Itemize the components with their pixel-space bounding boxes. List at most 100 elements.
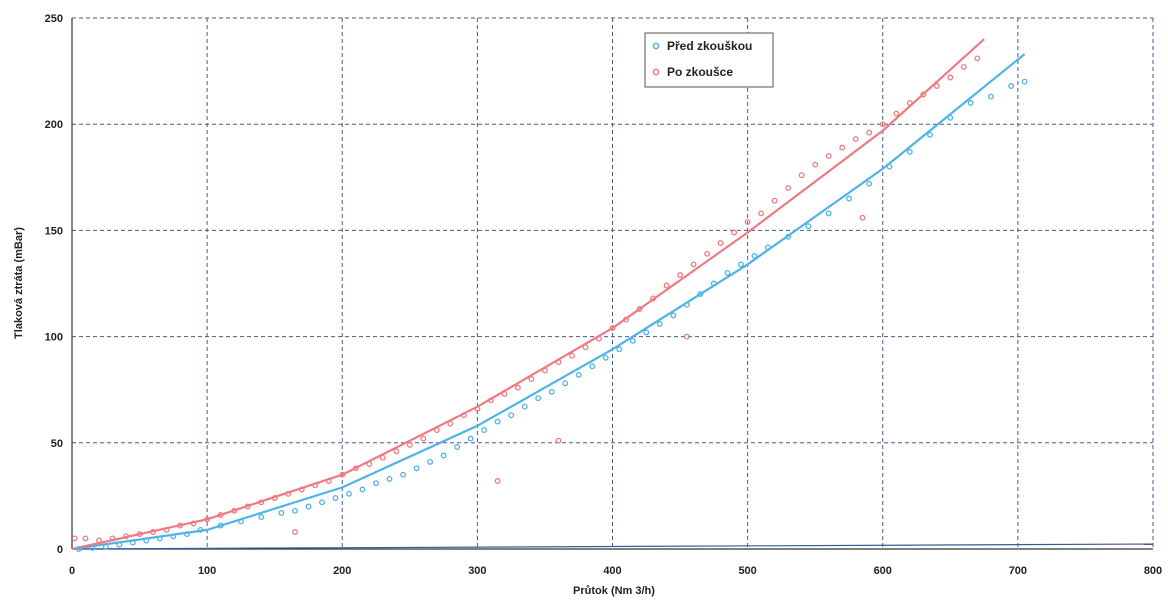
data-point-series-1 xyxy=(521,403,528,410)
data-point-series-1 xyxy=(494,418,501,425)
data-point-series-2 xyxy=(339,471,346,478)
legend-marker-series-2 xyxy=(652,68,660,76)
data-point-series-2 xyxy=(71,535,78,542)
data-point-series-2 xyxy=(190,520,197,527)
data-point-series-2 xyxy=(501,390,508,397)
data-point-series-2 xyxy=(859,214,866,221)
data-points xyxy=(71,55,1028,552)
legend: Před zkouškou Po zkoušce xyxy=(644,32,774,88)
y-tick-label: 250 xyxy=(45,13,63,25)
data-point-series-1 xyxy=(737,261,744,268)
data-point-series-2 xyxy=(528,376,535,383)
data-point-series-2 xyxy=(623,316,629,323)
data-point-series-1 xyxy=(413,465,420,472)
data-point-series-2 xyxy=(744,218,751,225)
data-point-series-1 xyxy=(846,195,852,202)
data-point-series-1 xyxy=(1008,83,1015,89)
data-point-series-2 xyxy=(650,295,656,302)
data-point-series-2 xyxy=(285,490,292,497)
legend-label-series-1: Před zkouškou xyxy=(667,39,752,53)
data-point-series-2 xyxy=(352,465,359,472)
data-point-series-2 xyxy=(636,306,643,312)
data-point-series-2 xyxy=(460,412,467,419)
data-point-series-2 xyxy=(960,63,967,70)
data-point-series-2 xyxy=(393,448,400,455)
y-tick-label: 50 xyxy=(51,438,63,450)
data-point-series-2 xyxy=(163,526,170,533)
y-axis-title: Tlaková ztráta (mBar) xyxy=(13,227,25,339)
data-point-series-2 xyxy=(433,427,440,434)
data-point-series-2 xyxy=(812,161,819,168)
data-point-series-1 xyxy=(346,490,352,497)
data-point-series-2 xyxy=(514,384,521,391)
data-point-series-2 xyxy=(292,529,298,535)
data-point-series-1 xyxy=(886,163,893,170)
data-point-series-2 xyxy=(582,344,589,351)
data-point-series-1 xyxy=(670,312,677,319)
data-point-series-1 xyxy=(562,380,569,387)
data-point-series-1 xyxy=(237,518,244,525)
data-point-series-2 xyxy=(447,420,454,427)
data-point-series-2 xyxy=(555,437,562,444)
data-point-series-1 xyxy=(508,412,515,419)
data-point-series-2 xyxy=(677,272,684,278)
data-point-series-2 xyxy=(150,529,157,535)
data-point-series-1 xyxy=(292,507,298,514)
data-point-series-2 xyxy=(852,136,859,143)
data-point-series-1 xyxy=(217,522,224,529)
data-point-series-1 xyxy=(643,329,650,336)
data-point-series-2 xyxy=(690,261,697,268)
data-point-series-2 xyxy=(217,512,224,518)
data-point-series-2 xyxy=(683,333,690,340)
data-point-series-1 xyxy=(710,280,717,287)
data-point-series-1 xyxy=(724,269,731,276)
data-point-series-1 xyxy=(170,533,177,540)
x-tick-label: 100 xyxy=(198,565,216,577)
data-point-series-2 xyxy=(379,454,386,461)
data-point-series-1 xyxy=(751,252,758,259)
data-point-series-2 xyxy=(258,499,265,506)
fit-line-series-1 xyxy=(71,53,1026,551)
data-point-series-1 xyxy=(785,233,792,240)
data-point-series-1 xyxy=(764,244,771,251)
data-point-series-1 xyxy=(400,471,407,478)
data-point-series-2 xyxy=(798,172,805,179)
data-point-series-1 xyxy=(319,499,325,506)
data-point-series-2 xyxy=(474,405,481,412)
data-point-series-1 xyxy=(987,93,994,100)
data-point-series-2 xyxy=(204,516,211,523)
data-point-series-2 xyxy=(704,250,711,257)
data-point-series-2 xyxy=(906,100,913,106)
data-point-series-1 xyxy=(102,543,109,550)
data-point-series-2 xyxy=(663,282,670,289)
data-point-series-2 xyxy=(406,441,413,448)
data-point-series-1 xyxy=(866,180,873,187)
data-point-series-1 xyxy=(332,495,339,501)
data-point-series-1 xyxy=(589,363,596,370)
x-tick-label: 700 xyxy=(1009,565,1027,577)
data-point-series-2 xyxy=(541,367,548,374)
data-point-series-1 xyxy=(373,480,379,487)
x-tick-label: 300 xyxy=(468,565,486,577)
data-point-series-1 xyxy=(143,537,150,544)
data-point-series-1 xyxy=(825,210,832,217)
data-point-series-1 xyxy=(967,100,974,106)
data-point-series-1 xyxy=(927,131,933,138)
zero-baseline xyxy=(71,543,1154,550)
data-point-series-2 xyxy=(420,435,427,442)
data-point-series-2 xyxy=(879,121,886,128)
data-point-series-1 xyxy=(129,539,136,546)
x-tick-label: 400 xyxy=(603,565,621,577)
grid xyxy=(72,17,1154,549)
data-point-series-1 xyxy=(258,514,265,521)
data-point-series-1 xyxy=(947,114,954,121)
data-point-series-1 xyxy=(906,148,913,155)
data-point-series-2 xyxy=(893,110,900,117)
data-point-series-1 xyxy=(805,223,812,230)
data-point-series-1 xyxy=(454,444,461,450)
data-point-series-2 xyxy=(109,535,116,542)
data-point-series-2 xyxy=(312,482,319,489)
data-point-series-1 xyxy=(535,395,542,402)
